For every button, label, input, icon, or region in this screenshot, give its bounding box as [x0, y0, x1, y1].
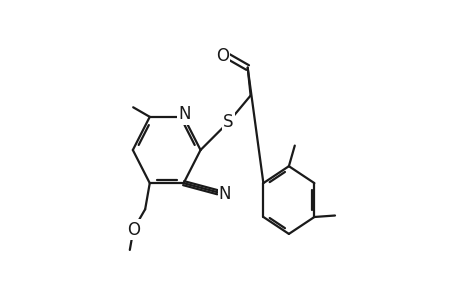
Text: N: N: [218, 185, 231, 203]
Text: O: O: [127, 220, 140, 238]
Text: S: S: [223, 113, 233, 131]
Text: O: O: [216, 47, 229, 65]
Text: N: N: [178, 106, 190, 124]
